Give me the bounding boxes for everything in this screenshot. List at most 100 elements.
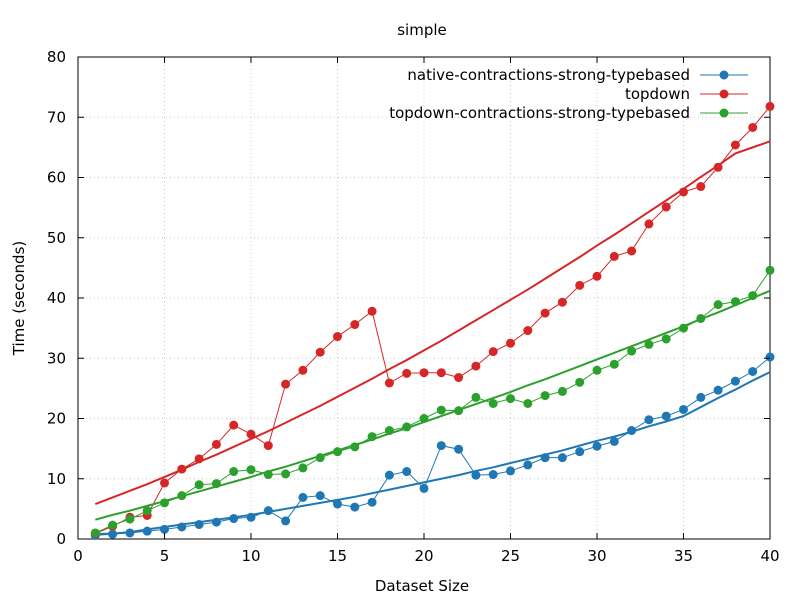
series-0-point xyxy=(713,385,723,395)
series-2-point xyxy=(333,447,342,457)
series-1-point xyxy=(454,373,464,383)
series-0-point xyxy=(523,460,533,470)
x-axis-label: Dataset Size xyxy=(375,577,469,595)
series-2-point xyxy=(142,506,152,516)
x-tick-label: 25 xyxy=(501,547,520,565)
series-2-point xyxy=(108,520,118,530)
y-tick-label: 10 xyxy=(47,470,66,488)
series-0-point xyxy=(125,528,135,538)
series-1-fit-line xyxy=(94,140,771,505)
series-1-point xyxy=(419,368,429,378)
series-0-point xyxy=(679,404,688,414)
series-2-fit-line xyxy=(95,289,771,521)
series-2-point xyxy=(125,514,135,524)
x-tick-label: 0 xyxy=(73,547,83,565)
x-tick-label: 30 xyxy=(587,547,606,565)
x-tick-label: 5 xyxy=(160,547,170,565)
series-1-point xyxy=(177,464,187,474)
series-2-point xyxy=(679,323,688,333)
x-axis: 0 5 10 15 20 25 30 35 40 xyxy=(73,57,780,565)
series-0 xyxy=(90,352,775,540)
series-1-point xyxy=(436,368,446,378)
x-tick-label: 20 xyxy=(414,547,433,565)
x-tick-label: 35 xyxy=(674,547,693,565)
series-0-point xyxy=(108,529,118,539)
series-1-point xyxy=(627,246,637,256)
series-1-point xyxy=(350,320,360,330)
series-2-point xyxy=(350,442,360,452)
series-1-point xyxy=(263,441,273,451)
series-1-point xyxy=(661,202,671,212)
series-0-point xyxy=(748,367,758,377)
series-0-point xyxy=(540,453,550,463)
series-0-point xyxy=(575,447,585,457)
y-tick-label: 60 xyxy=(47,169,66,187)
series-1-point xyxy=(298,365,308,375)
series-1 xyxy=(90,101,775,539)
series-0-point xyxy=(661,411,671,421)
series-2-point xyxy=(194,480,204,490)
y-tick-label: 30 xyxy=(47,349,66,367)
series-2-point xyxy=(384,426,394,436)
y-axis: 0 10 20 30 40 50 60 70 80 xyxy=(47,48,770,548)
x-tick-label: 15 xyxy=(328,547,347,565)
series-0-point xyxy=(160,524,169,534)
y-tick-label: 40 xyxy=(47,289,66,307)
y-tick-label: 0 xyxy=(56,530,66,548)
chart-title: simple xyxy=(397,21,447,39)
series-2-point xyxy=(661,334,671,344)
series-1-point xyxy=(333,332,342,342)
legend-swatch-point xyxy=(719,108,729,118)
series-1-line xyxy=(95,106,771,535)
series-0-point xyxy=(592,441,602,451)
series-0-point xyxy=(765,352,775,362)
series-0-point xyxy=(384,470,394,480)
series-2-point xyxy=(367,432,377,442)
series-0-fit-line xyxy=(95,371,771,535)
series-2-point xyxy=(713,300,723,310)
legend-label: topdown xyxy=(625,85,690,103)
series-1-point xyxy=(748,122,758,132)
series-2-point xyxy=(211,479,221,489)
series-0-point xyxy=(194,520,204,530)
series-2-point xyxy=(748,291,758,301)
series-1-point xyxy=(540,308,550,318)
series-1-point xyxy=(592,271,602,281)
x-tick-label: 10 xyxy=(241,547,260,565)
series-1-point xyxy=(194,454,204,464)
series-0-point xyxy=(246,512,256,522)
series-1-point xyxy=(730,140,740,150)
series-2-point xyxy=(765,265,775,275)
series-0-point xyxy=(471,470,481,480)
plot-area xyxy=(90,101,775,540)
legend-item-1: topdown xyxy=(625,85,748,103)
series-1-point xyxy=(246,429,256,439)
series-1-point xyxy=(402,368,412,378)
series-2-point xyxy=(488,398,498,408)
series-0-line xyxy=(95,356,771,536)
legend-swatch-point xyxy=(719,70,729,80)
y-tick-label: 50 xyxy=(47,229,66,247)
series-2-point xyxy=(592,365,602,375)
series-2-point xyxy=(90,528,100,538)
legend-item-2: topdown-contractions-strong-typebased xyxy=(389,104,748,122)
series-0-point xyxy=(333,499,342,509)
series-0-point xyxy=(436,441,446,451)
series-2-point xyxy=(506,394,515,404)
series-2-point xyxy=(627,346,637,356)
series-2-point xyxy=(471,392,481,402)
series-0-point xyxy=(488,470,498,480)
series-2-point xyxy=(454,406,464,416)
y-tick-label: 70 xyxy=(47,108,66,126)
series-0-point xyxy=(142,526,152,536)
series-1-point xyxy=(211,439,221,449)
series-1-point xyxy=(506,338,515,348)
series-2-point xyxy=(644,339,654,349)
series-0-point xyxy=(298,492,308,502)
series-2-point xyxy=(229,467,239,477)
series-0-point xyxy=(177,522,187,532)
series-2-point xyxy=(263,470,273,480)
series-2-point xyxy=(523,398,533,408)
series-2-point xyxy=(160,498,169,508)
